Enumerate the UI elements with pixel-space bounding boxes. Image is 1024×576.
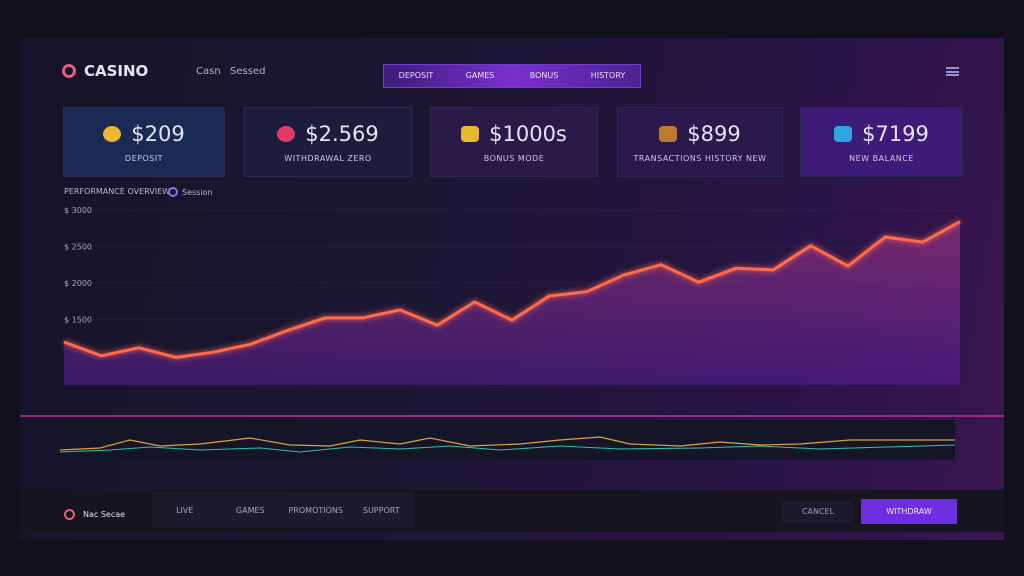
icon	[834, 126, 853, 142]
icon	[659, 126, 678, 142]
card-value: $7199	[862, 122, 929, 146]
stat-card: $899 TRANSACTIONS HISTORY NEW	[617, 107, 783, 177]
footer-label: Nac Secae	[83, 510, 126, 519]
brand-name: CASINO	[84, 62, 149, 80]
card-value: $899	[687, 122, 741, 146]
footer-tab[interactable]: GAMES	[235, 505, 265, 515]
mini-line	[59, 436, 955, 451]
card-value-row: $7199	[801, 122, 962, 146]
tab[interactable]: GAMES	[465, 71, 495, 80]
card-value-row: $899	[618, 122, 782, 146]
y-tick-label: $ 3000	[64, 206, 92, 215]
card-value-row: $209	[64, 122, 224, 146]
card-label: WITHDRAWAL ZERO	[284, 154, 372, 163]
card-value-row: $1000s	[431, 122, 597, 146]
footer-tab[interactable]: PROMOTIONS	[288, 505, 343, 515]
area-fill	[64, 221, 960, 385]
mini-line	[59, 444, 956, 453]
menu-button[interactable]	[946, 67, 959, 76]
line	[63, 220, 961, 359]
cancel-button[interactable]: CANCEL	[782, 501, 854, 523]
y-tick-label: $ 2000	[64, 279, 92, 288]
logo	[62, 64, 76, 78]
card-label: BONUS MODE	[483, 154, 545, 163]
tab-bar: DEPOSIT GAMES BONUS HISTORY	[383, 64, 641, 88]
y-tick-label: $ 1500	[64, 315, 92, 324]
withdraw-button[interactable]: WITHDRAW	[861, 499, 957, 524]
footer-tab[interactable]: LIVE	[176, 505, 194, 515]
card-value: $209	[131, 122, 185, 146]
tab[interactable]: BONUS	[529, 71, 559, 80]
legend-icon	[168, 187, 178, 197]
divider	[20, 415, 1004, 417]
stat-card: $2.569 WITHDRAWAL ZERO	[244, 107, 412, 177]
icon	[103, 126, 122, 142]
stat-card: $7199 NEW BALANCE	[800, 107, 963, 177]
stat-card: $1000s BONUS MODE	[430, 107, 598, 177]
nav-link[interactable]: Casn	[196, 66, 221, 77]
tab[interactable]: DEPOSIT	[398, 71, 434, 80]
footer-brand: Nac Secae	[64, 509, 125, 520]
legend-label: Session	[182, 188, 213, 197]
icon	[277, 126, 296, 142]
mini-chart-bg	[60, 420, 955, 460]
card-label: TRANSACTIONS HISTORY NEW	[633, 154, 767, 163]
card-value: $2.569	[305, 122, 379, 146]
nav-link[interactable]: Sessed	[230, 66, 266, 77]
footer-tabs: LIVE GAMES PROMOTIONS SUPPORT	[152, 492, 414, 528]
logo	[64, 509, 75, 520]
card-label: NEW BALANCE	[849, 154, 914, 163]
card-label: DEPOSIT	[124, 154, 164, 163]
tab[interactable]: HISTORY	[590, 71, 626, 80]
chart-title: PERFORMANCE OVERVIEW	[64, 187, 170, 196]
stat-card: $209 DEPOSIT	[63, 107, 225, 177]
footer-tab[interactable]: SUPPORT	[362, 505, 400, 515]
icon	[461, 126, 480, 142]
card-value-row: $2.569	[245, 122, 411, 146]
y-tick-label: $ 2500	[64, 242, 92, 251]
brand[interactable]: CASINO	[62, 62, 148, 80]
card-value: $1000s	[489, 122, 567, 146]
